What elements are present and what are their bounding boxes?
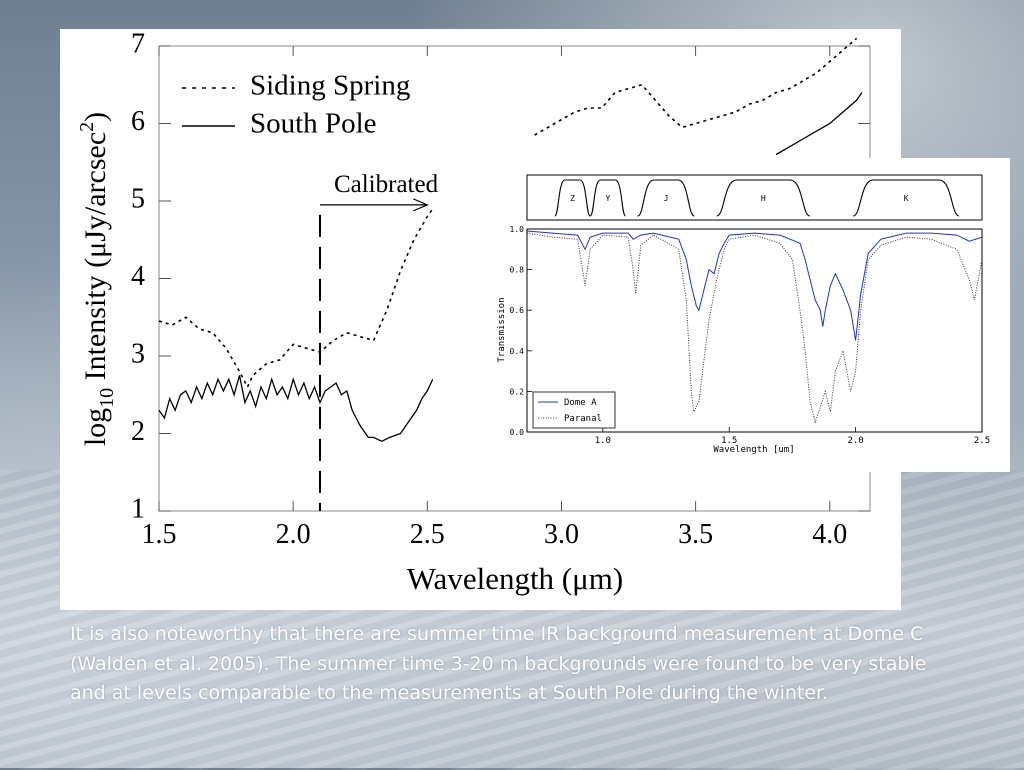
x-tick-label: 3.5	[678, 519, 713, 550]
y-tick-label: 1	[131, 493, 145, 524]
inset-y-tick-label: 1.0	[510, 225, 525, 234]
x-tick-label: 2.0	[276, 519, 311, 550]
filter-band-label: K	[904, 194, 909, 203]
y-tick-label: 2	[131, 416, 145, 447]
y-axis-label: log10 Intensity (μJy/arcsec2)	[76, 112, 118, 446]
x-tick-label: 1.5	[142, 519, 177, 550]
legend-label-south-pole: South Pole	[250, 108, 377, 140]
y-tick-label: 5	[131, 183, 145, 214]
filter-band-curve	[554, 179, 591, 217]
y-tick-label: 7	[131, 29, 145, 59]
filter-band-label: Z	[570, 194, 575, 203]
series-line-south-pole	[775, 92, 863, 156]
filter-band-label: Y	[605, 194, 610, 203]
main-chart: 1.5 2.0 2.5 3.0 3.5 4.0 1 2 3 4 5 6 7 Calibrated Si…	[76, 29, 871, 596]
inset-x-axis-label: Wavelength [um]	[713, 445, 794, 455]
inset-x-tick-label: 2.5	[974, 436, 990, 446]
inset-legend: Dome A Paranal	[532, 391, 616, 429]
inset-chart: Z Y J H K 1.0 1.5 2.0 2.5 0.0 0.2 0.4 0.6 0.8 1.0 Do…	[497, 174, 990, 455]
filter-band-label: J	[664, 194, 669, 203]
legend-label-paranal: Paranal	[564, 414, 602, 424]
inset-x-tick-label: 1.0	[595, 436, 611, 446]
x-axis-label: Wavelength (μm)	[407, 561, 623, 596]
filter-band-curve	[716, 179, 811, 217]
y-tick-label: 6	[131, 106, 145, 137]
series-line-south-pole	[158, 375, 434, 443]
slide-caption: It is also noteworthy that there are sum…	[70, 623, 927, 704]
filter-band-frame	[526, 174, 983, 221]
inset-y-tick-label: 0.2	[510, 387, 525, 396]
filter-band-curve	[637, 179, 695, 217]
filter-band-label: H	[761, 194, 766, 203]
main-legend: Siding Spring South Pole	[182, 70, 410, 140]
inset-y-tick-label: 0.6	[510, 306, 525, 315]
x-tick-label: 4.0	[812, 519, 847, 550]
y-tick-label: 3	[131, 338, 145, 369]
x-tick-label: 3.0	[544, 519, 579, 550]
y-tick-label: 4	[131, 261, 145, 292]
inset-y-axis-label: Transmission	[497, 297, 507, 362]
series-line-siding-spring	[158, 208, 434, 389]
calibrated-annotation: Calibrated	[334, 171, 439, 198]
legend-label-siding-spring: Siding Spring	[250, 70, 410, 102]
inset-series-line-dome-a	[526, 230, 983, 341]
inset-plot-frame	[526, 228, 983, 433]
inset-y-tick-label: 0.0	[510, 428, 525, 437]
calibrated-arrowhead	[413, 198, 429, 212]
inset-y-tick-label: 0.4	[510, 347, 525, 356]
inset-y-tick-label: 0.8	[510, 266, 525, 275]
inset-chart-panel: Z Y J H K 1.0 1.5 2.0 2.5 0.0 0.2 0.4 0.6 0.8 1.0 Do…	[496, 158, 1010, 472]
inset-x-tick-label: 1.5	[721, 436, 737, 446]
filter-band-curve	[589, 179, 627, 217]
filter-band-curve	[852, 179, 960, 217]
inset-legend-box	[532, 391, 616, 429]
inset-series-line-paranal	[526, 232, 983, 424]
legend-label-dome-a: Dome A	[564, 398, 597, 408]
x-tick-label: 2.5	[410, 519, 445, 550]
inset-x-tick-label: 2.0	[847, 436, 863, 446]
